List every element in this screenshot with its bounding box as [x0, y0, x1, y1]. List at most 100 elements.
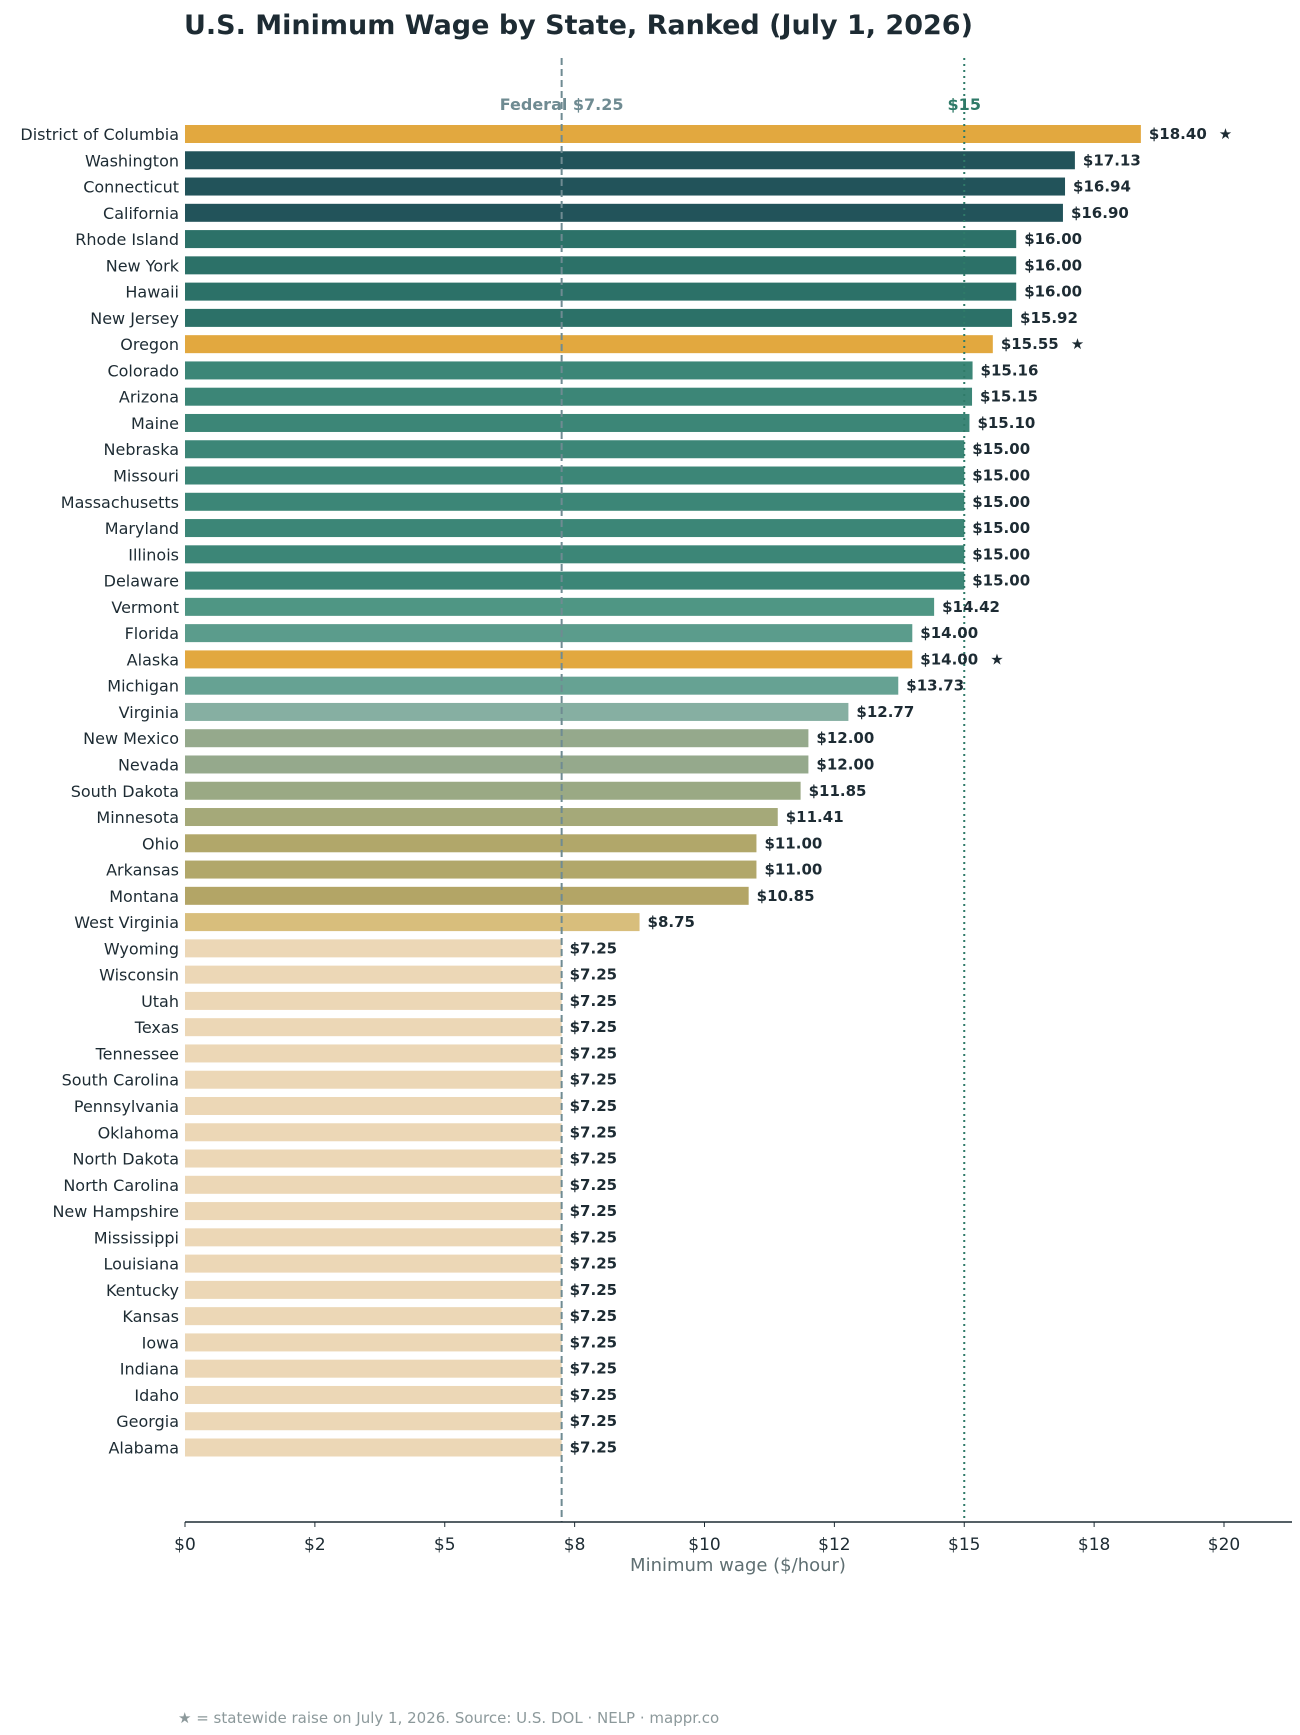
value-label-north-dakota: $7.25 [570, 1150, 617, 1168]
value-label-ohio: $11.00 [764, 834, 822, 852]
bar-rhode-island [185, 230, 1017, 249]
bar-washington [185, 151, 1075, 170]
bar-oklahoma [185, 1123, 562, 1142]
category-label-new-york: New York [106, 256, 180, 275]
category-label-washington: Washington [85, 151, 179, 170]
value-label-nebraska: $15.00 [972, 440, 1030, 458]
value-label-pennsylvania: $7.25 [570, 1097, 617, 1115]
category-label-iowa: Iowa [142, 1333, 179, 1352]
bar-south-dakota [185, 781, 801, 800]
category-label-missouri: Missouri [113, 467, 179, 486]
x-tick-label-6: $15 [948, 1535, 980, 1555]
star-marker-district-of-columbia: ★ [1219, 125, 1232, 143]
value-label-kansas: $7.25 [570, 1307, 617, 1325]
value-label-nevada: $12.00 [816, 755, 874, 773]
value-label-indiana: $7.25 [570, 1360, 617, 1378]
bars-layer [185, 125, 1141, 1457]
bar-michigan [185, 676, 899, 695]
value-label-iowa: $7.25 [570, 1333, 617, 1351]
category-label-maryland: Maryland [105, 519, 179, 538]
category-label-arizona: Arizona [119, 388, 179, 407]
category-label-michigan: Michigan [107, 677, 179, 696]
bar-mississippi [185, 1228, 562, 1247]
star-marker-oregon: ★ [1071, 335, 1084, 353]
value-label-south-carolina: $7.25 [570, 1071, 617, 1089]
bar-louisiana [185, 1254, 562, 1273]
footnote: ★ = statewide raise on July 1, 2026. Sou… [178, 1709, 719, 1727]
value-label-kentucky: $7.25 [570, 1281, 617, 1299]
category-label-kansas: Kansas [122, 1307, 179, 1326]
bar-idaho [185, 1385, 562, 1404]
bar-texas [185, 1018, 562, 1037]
category-label-colorado: Colorado [107, 361, 179, 380]
category-label-wyoming: Wyoming [104, 939, 179, 958]
value-label-florida: $14.00 [920, 624, 978, 642]
category-label-north-dakota: North Dakota [72, 1150, 179, 1169]
category-label-massachusetts: Massachusetts [61, 493, 179, 512]
category-label-mississippi: Mississippi [94, 1228, 179, 1247]
category-label-hawaii: Hawaii [125, 283, 179, 302]
category-label-north-carolina: North Carolina [63, 1176, 179, 1195]
value-label-oklahoma: $7.25 [570, 1123, 617, 1141]
value-label-montana: $10.85 [757, 887, 815, 905]
category-label-indiana: Indiana [120, 1360, 179, 1379]
x-axis-title: Minimum wage ($/hour) [630, 1555, 846, 1576]
x-tick-label-2: $5 [434, 1535, 456, 1555]
bar-south-carolina [185, 1070, 562, 1089]
bar-utah [185, 991, 562, 1010]
bar-arizona [185, 387, 973, 406]
value-label-california: $16.90 [1071, 204, 1129, 222]
value-label-district-of-columbia: $18.40 [1149, 125, 1207, 143]
x-tick-label-8: $20 [1208, 1535, 1240, 1555]
value-label-michigan: $13.73 [906, 677, 964, 695]
value-label-wisconsin: $7.25 [570, 966, 617, 984]
value-label-south-dakota: $11.85 [809, 782, 867, 800]
value-label-delaware: $15.00 [972, 572, 1030, 590]
category-label-idaho: Idaho [134, 1386, 179, 1405]
x-tick-label-0: $0 [174, 1535, 196, 1555]
value-label-missouri: $15.00 [972, 467, 1030, 485]
value-label-oregon: $15.55 [1001, 335, 1059, 353]
value-label-illinois: $15.00 [972, 545, 1030, 563]
category-label-south-carolina: South Carolina [62, 1071, 179, 1090]
category-label-new-mexico: New Mexico [83, 729, 179, 748]
bar-north-dakota [185, 1149, 562, 1168]
bar-arkansas [185, 860, 757, 879]
value-label-hawaii: $16.00 [1024, 283, 1082, 301]
value-label-alaska: $14.00 [920, 650, 978, 668]
category-label-wisconsin: Wisconsin [99, 966, 179, 985]
category-label-nevada: Nevada [118, 755, 179, 774]
bar-nevada [185, 755, 809, 774]
category-label-nebraska: Nebraska [104, 440, 179, 459]
bar-new-hampshire [185, 1202, 562, 1221]
x-tick-label-5: $12 [818, 1535, 850, 1555]
value-label-texas: $7.25 [570, 1018, 617, 1036]
value-label-new-mexico: $12.00 [816, 729, 874, 747]
value-label-georgia: $7.25 [570, 1412, 617, 1430]
value-label-arkansas: $11.00 [764, 861, 822, 879]
bar-florida [185, 624, 913, 643]
x-tick-label-1: $2 [304, 1535, 326, 1555]
category-label-alabama: Alabama [108, 1439, 179, 1458]
category-label-minnesota: Minnesota [96, 808, 179, 827]
category-label-pennsylvania: Pennsylvania [74, 1097, 179, 1116]
category-label-maine: Maine [131, 414, 179, 433]
value-label-rhode-island: $16.00 [1024, 230, 1082, 248]
value-label-maine: $15.10 [977, 414, 1035, 432]
category-label-california: California [103, 204, 179, 223]
value-label-alabama: $7.25 [570, 1439, 617, 1457]
bar-georgia [185, 1412, 562, 1431]
bar-nebraska [185, 440, 965, 459]
category-label-texas: Texas [134, 1018, 179, 1037]
x-axis: $0 $2 $5 $8 $10 $12 $15 $18 $20 [174, 1521, 1292, 1555]
category-label-alaska: Alaska [127, 650, 179, 669]
category-label-vermont: Vermont [111, 598, 179, 617]
value-label-idaho: $7.25 [570, 1386, 617, 1404]
category-label-rhode-island: Rhode Island [75, 230, 179, 249]
value-label-new-york: $16.00 [1024, 256, 1082, 274]
value-label-washington: $17.13 [1083, 151, 1141, 169]
reference-line-label-0: Federal $7.25 [500, 95, 624, 114]
bar-vermont [185, 597, 935, 616]
value-label-new-jersey: $15.92 [1020, 309, 1078, 327]
